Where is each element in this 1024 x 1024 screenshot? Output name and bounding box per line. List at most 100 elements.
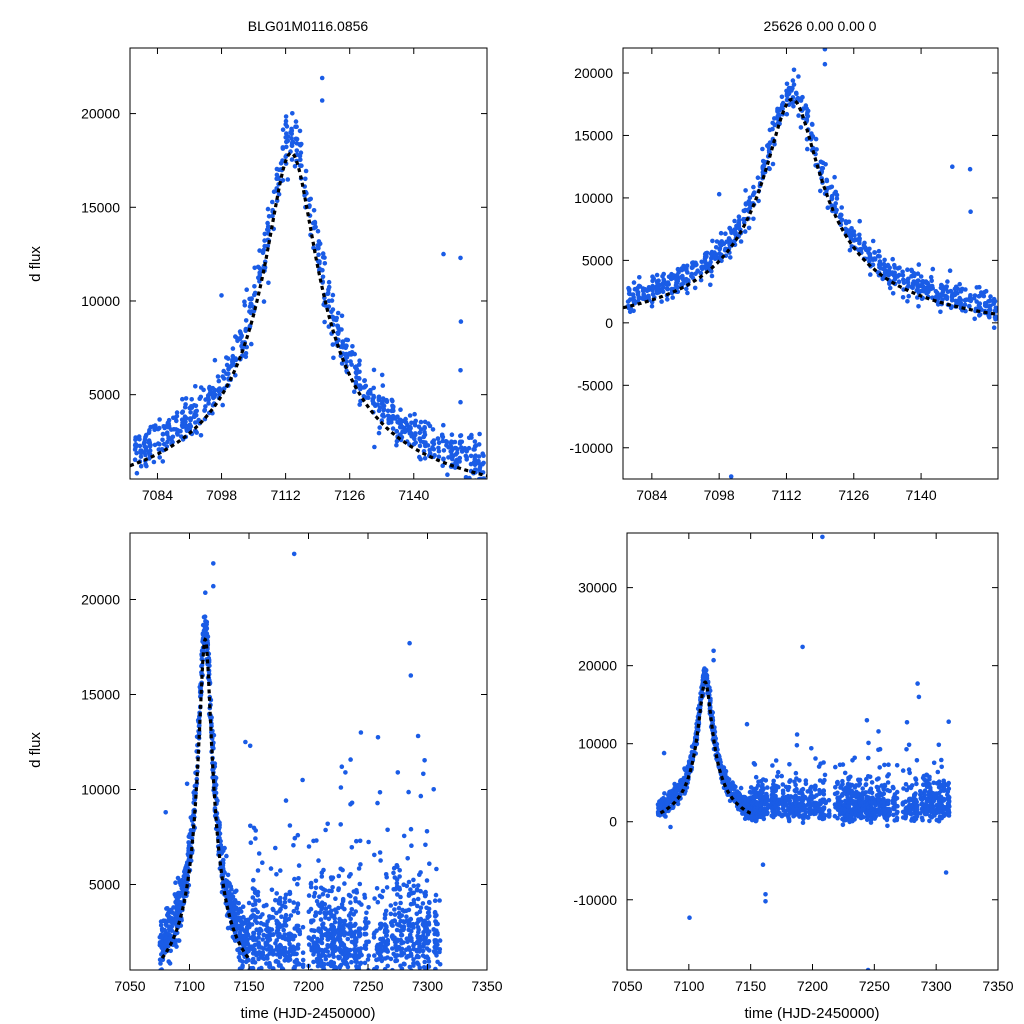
data-point (765, 785, 770, 790)
data-point (295, 881, 300, 887)
data-point (379, 418, 385, 423)
data-point (646, 294, 651, 300)
data-point (434, 866, 439, 872)
y-tick-label: 5000 (89, 387, 120, 403)
data-point (366, 395, 371, 401)
data-point (890, 256, 895, 262)
data-point (681, 281, 686, 286)
data-point (476, 454, 482, 459)
data-point (407, 947, 413, 953)
data-point (313, 913, 319, 918)
data-point (721, 241, 727, 246)
data-point (805, 113, 811, 119)
y-tick-label: 10000 (81, 782, 120, 798)
data-point (282, 958, 288, 963)
data-point (308, 906, 314, 912)
data-point (379, 958, 385, 964)
data-point (345, 337, 351, 343)
data-point (336, 905, 341, 911)
data-point (252, 292, 257, 298)
data-point (229, 887, 234, 892)
data-point (193, 384, 198, 389)
data-point (286, 916, 292, 922)
data-point (394, 863, 400, 868)
data-point (311, 208, 317, 213)
data-point (293, 136, 299, 142)
data-point (265, 220, 270, 226)
y-tick-label: 20000 (574, 65, 613, 81)
data-point (458, 255, 463, 261)
data-point (306, 893, 312, 898)
data-point (331, 355, 336, 361)
data-point (421, 771, 426, 777)
data-point (153, 423, 158, 429)
data-point (770, 120, 775, 126)
data-point (736, 214, 742, 219)
data-point (270, 966, 276, 970)
data-point (283, 798, 289, 803)
data-point (151, 459, 157, 465)
data-point (472, 439, 478, 444)
data-point (404, 883, 410, 889)
data-point (226, 371, 231, 377)
y-tick-label: -10000 (569, 440, 613, 456)
data-point (716, 191, 722, 197)
data-point (751, 184, 756, 190)
data-point (918, 274, 924, 279)
data-point (260, 860, 265, 865)
data-point (880, 266, 886, 272)
data-point (411, 957, 416, 962)
data-point (271, 951, 276, 957)
data-point (650, 285, 655, 291)
data-point (405, 939, 410, 945)
data-point (380, 399, 385, 405)
data-point (403, 419, 408, 425)
data-point (134, 450, 139, 456)
data-point (242, 303, 248, 308)
data-point (353, 929, 359, 934)
data-point (402, 425, 407, 431)
data-point (338, 785, 344, 790)
data-point (280, 146, 286, 151)
panel-bottom-right: 7050 7100 7150 7200 7250 7300 7350-10000010000… (573, 532, 1014, 994)
data-point (773, 788, 778, 794)
data-point (255, 868, 261, 873)
data-point (388, 903, 394, 908)
data-point (786, 784, 792, 790)
data-point (380, 412, 386, 417)
model-fit-curve (130, 151, 487, 478)
data-point (660, 273, 665, 279)
data-point (260, 937, 266, 942)
data-point (809, 746, 814, 751)
data-point (243, 318, 249, 323)
data-point (755, 783, 761, 788)
data-point (434, 953, 439, 958)
data-point (157, 417, 162, 422)
data-point (332, 916, 338, 921)
data-point (358, 862, 363, 867)
model-fit-curve (623, 97, 998, 317)
data-point (256, 898, 262, 903)
data-point (280, 967, 286, 970)
data-point (339, 313, 345, 319)
data-point (357, 838, 363, 844)
data-point (371, 935, 377, 940)
data-point (290, 111, 295, 116)
data-point (363, 916, 369, 921)
data-point (449, 456, 455, 461)
data-point (371, 385, 377, 391)
data-point (189, 397, 194, 402)
data-point (204, 625, 209, 631)
data-point (229, 362, 235, 368)
data-point (977, 301, 983, 306)
data-point (391, 404, 396, 410)
data-point (281, 927, 287, 933)
data-point (224, 853, 229, 859)
data-point (311, 959, 316, 965)
data-point (303, 176, 308, 182)
data-point (394, 953, 399, 958)
y-tick-label: 5000 (89, 877, 120, 893)
data-point (915, 271, 921, 277)
data-point (411, 901, 417, 906)
data-point (957, 281, 962, 287)
